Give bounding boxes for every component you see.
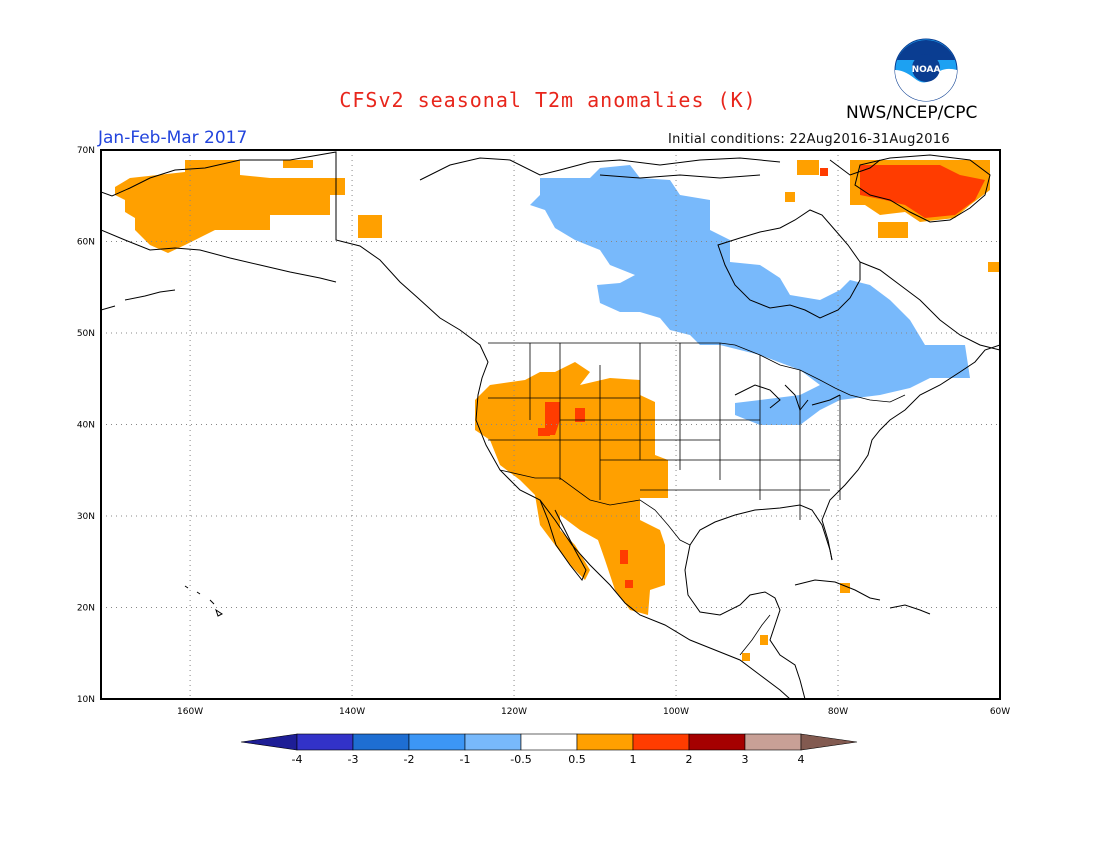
agency-label: NWS/NCEP/CPC (846, 103, 978, 123)
anomaly-alaska-warm (283, 160, 313, 168)
coastline-labrador (859, 261, 1000, 351)
lon-label: 100W (663, 707, 689, 717)
border-us-states (488, 343, 841, 520)
coastline-aleutians (101, 289, 176, 311)
anomaly-greenland-hot (820, 168, 828, 176)
political-borders (335, 152, 906, 656)
coastline-gulf (684, 504, 833, 699)
anomaly-mexico-warm (742, 653, 750, 661)
anomaly-greenland-warm (797, 160, 819, 175)
coastline-hispaniola (889, 604, 931, 615)
colorbar-labels: -4 -3 -2 -1 -0.5 0.5 1 2 3 4 (292, 753, 805, 766)
colorbar-swatch (744, 733, 802, 751)
map-title: CFSv2 seasonal T2m anomalies (K) (339, 88, 757, 112)
colorbar-label: 1 (630, 753, 637, 766)
anomaly-layer (115, 160, 1000, 661)
colorbar-swatch (464, 733, 522, 751)
anomaly-alaska-warm (358, 215, 382, 238)
anomaly-greenland-warm (785, 192, 795, 202)
lat-label: 40N (77, 421, 95, 431)
season-label: Jan-Feb-Mar 2017 (98, 128, 248, 148)
coastline-hudson-bay (717, 209, 861, 319)
lon-label: 160W (177, 707, 203, 717)
coastline-cuba (794, 579, 881, 601)
anomaly-mexico-warm (760, 635, 768, 645)
colorbar-swatch-high (800, 733, 858, 751)
border-mexico-central (739, 614, 771, 656)
coastline-arctic (419, 157, 881, 181)
lat-label: 10N (77, 695, 95, 705)
anomaly-alaska-warm (115, 160, 345, 253)
anomaly-great-basin-hot (545, 402, 560, 435)
lat-label: 20N (77, 604, 95, 614)
coastline-alaska (101, 151, 791, 699)
coastline-greenland (854, 154, 991, 223)
coastline-baja (539, 499, 587, 581)
anomaly-canada-cool (530, 165, 970, 425)
colorbar-label: 3 (742, 753, 749, 766)
anomaly-greenland-hot (860, 165, 985, 218)
anomaly-greenland-warm (878, 222, 908, 238)
anomaly-greenland-warm (988, 262, 1000, 272)
colorbar-label: 2 (686, 753, 693, 766)
colorbar-label: -3 (348, 753, 359, 766)
longitude-labels: 160W 140W 120W 100W 80W 60W (177, 707, 1010, 717)
colorbar-swatch-low (240, 733, 298, 751)
lat-label: 70N (77, 146, 95, 156)
colorbar-swatch (296, 733, 354, 751)
lon-label: 60W (990, 707, 1010, 717)
coastline-east (821, 344, 1000, 561)
colorbar-swatch (632, 733, 690, 751)
lon-label: 140W (339, 707, 365, 717)
map-frame (100, 149, 1001, 700)
anomaly-great-basin-hot (620, 550, 628, 564)
colorbar-swatch (520, 733, 578, 751)
initial-conditions-label: Initial conditions: 22Aug2016-31Aug2016 (668, 132, 950, 147)
noaa-logo: NOAA (894, 38, 958, 102)
colorbar-swatch (408, 733, 466, 751)
lat-label: 30N (77, 512, 95, 522)
colorbar-swatch (352, 733, 410, 751)
colorbar-swatch (576, 733, 634, 751)
colorbar-label: 0.5 (568, 753, 586, 766)
lat-label: 60N (77, 238, 95, 248)
anomaly-great-basin-hot (538, 428, 550, 436)
coastline-hawaii (184, 585, 223, 617)
colorbar-label: -2 (404, 753, 415, 766)
colorbar-label: -1 (460, 753, 471, 766)
lon-label: 80W (828, 707, 848, 717)
latitude-labels: 70N 60N 50N 40N 30N 20N 10N (77, 146, 95, 705)
coastline-great-lakes (734, 384, 841, 412)
coastline-alaska-sw (101, 229, 337, 283)
anomaly-great-basin-hot (625, 580, 633, 588)
anomaly-mexico-warm (535, 495, 590, 580)
lat-label: 50N (77, 329, 95, 339)
anomaly-great-basin-hot (575, 408, 585, 422)
lon-label: 120W (501, 707, 527, 717)
border-us-mexico (499, 469, 691, 546)
colorbar-label: 4 (798, 753, 805, 766)
colorbar (240, 733, 858, 751)
colorbar-label: -4 (292, 753, 303, 766)
coastlines (101, 151, 1000, 699)
colorbar-label: -0.5 (510, 753, 531, 766)
anomaly-mexico-warm (840, 583, 850, 593)
anomaly-southwest-us-warm (475, 362, 668, 615)
colorbar-swatch (688, 733, 746, 751)
svg-text:NOAA: NOAA (912, 65, 941, 75)
